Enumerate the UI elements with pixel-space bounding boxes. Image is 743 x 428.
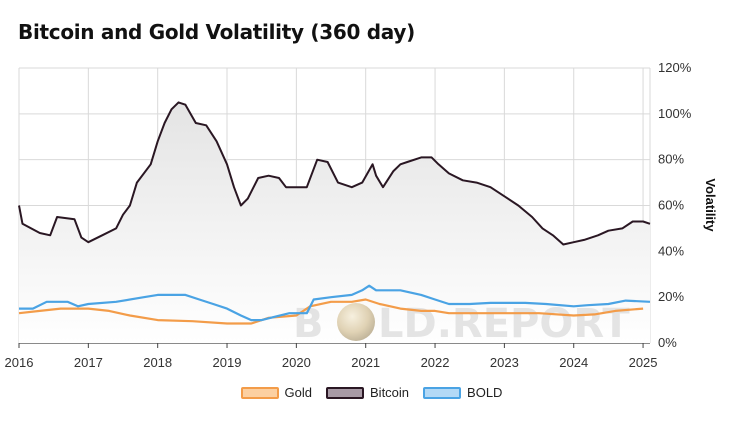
- legend-item-bitcoin[interactable]: Bitcoin: [326, 385, 409, 400]
- legend-item-bold[interactable]: BOLD: [423, 385, 502, 400]
- chart-title: Bitcoin and Gold Volatility (360 day): [18, 20, 415, 44]
- watermark: B LD.REPORT: [293, 301, 630, 347]
- legend-item-gold[interactable]: Gold: [240, 385, 313, 400]
- watermark-text-right: LD.REPORT: [378, 301, 630, 347]
- x-tick-label: 2023: [490, 355, 519, 370]
- x-tick-label: 2020: [282, 355, 311, 370]
- y-tick-label: 120%: [658, 60, 692, 75]
- x-tick-label: 2016: [5, 355, 34, 370]
- y-tick-label: 80%: [658, 152, 684, 167]
- watermark-coin-icon: [337, 303, 375, 341]
- bitcoin-area-fill: [19, 102, 650, 344]
- y-tick-label: 20%: [658, 289, 684, 304]
- y-tick-label: 60%: [658, 198, 684, 213]
- series-line-bold: [19, 284, 651, 322]
- x-tick-label: 2019: [213, 355, 242, 370]
- y-axis-label: Volatility: [703, 178, 718, 232]
- legend-label-gold: Gold: [284, 385, 313, 400]
- x-tick-label: 2018: [143, 355, 172, 370]
- legend-label-bitcoin: Bitcoin: [370, 385, 410, 400]
- area-fill: [19, 102, 650, 344]
- legend-swatch-gold: [240, 386, 279, 399]
- x-tick-label: 2025: [629, 355, 658, 370]
- series-line-gold: [18, 298, 644, 325]
- y-tick-label: 0%: [658, 335, 677, 350]
- series-lines: [18, 101, 651, 325]
- x-tick-label: 2017: [74, 355, 103, 370]
- legend-swatch-bold: [423, 386, 462, 399]
- x-tick-label: 2021: [351, 355, 380, 370]
- legend: Gold Bitcoin BOLD: [0, 385, 743, 400]
- x-tick-label: 2024: [559, 355, 588, 370]
- axes: 0% 20% 40% 60% 80% 100% 120% 2016 2017 2018 2019 20…: [5, 60, 692, 370]
- y-tick-label: 100%: [658, 106, 692, 121]
- legend-label-bold: BOLD: [467, 385, 503, 400]
- y-tick-label: 40%: [658, 243, 684, 258]
- x-tick-label: 2022: [421, 355, 450, 370]
- series-line-bitcoin: [18, 101, 651, 246]
- legend-swatch-bitcoin: [326, 386, 365, 399]
